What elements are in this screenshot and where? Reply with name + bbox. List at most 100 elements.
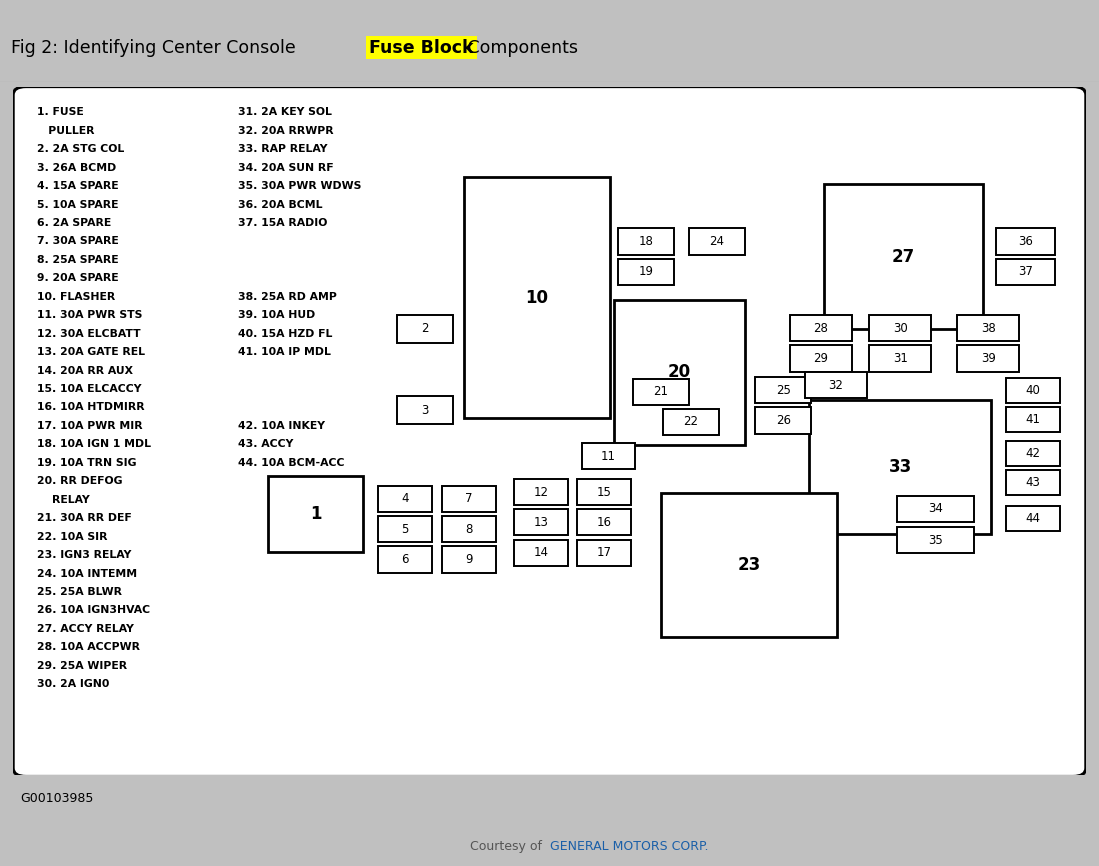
Text: 14. 20A RR AUX: 14. 20A RR AUX <box>36 365 133 376</box>
Text: 44: 44 <box>1025 512 1041 525</box>
Bar <box>514 540 568 565</box>
Text: 26. 10A IGN3HVAC: 26. 10A IGN3HVAC <box>36 605 149 616</box>
Text: 24. 10A INTEMM: 24. 10A INTEMM <box>36 569 137 578</box>
Text: 23: 23 <box>737 556 761 574</box>
Text: 27: 27 <box>892 248 915 266</box>
Bar <box>442 546 496 572</box>
Text: 3: 3 <box>421 404 429 417</box>
Text: 17. 10A PWR MIR: 17. 10A PWR MIR <box>36 421 143 431</box>
Text: 11: 11 <box>601 449 617 462</box>
Bar <box>378 546 432 572</box>
Bar <box>1007 378 1061 403</box>
Text: 10. FLASHER: 10. FLASHER <box>36 292 115 301</box>
Bar <box>957 346 1019 372</box>
Text: 16. 10A HTDMIRR: 16. 10A HTDMIRR <box>36 403 144 412</box>
Text: 1. FUSE: 1. FUSE <box>36 107 84 117</box>
Bar <box>869 315 931 341</box>
Bar <box>618 259 674 285</box>
Text: 6: 6 <box>401 553 409 566</box>
Text: 6. 2A SPARE: 6. 2A SPARE <box>36 218 111 228</box>
Text: RELAY: RELAY <box>36 494 89 505</box>
Text: 25. 25A BLWR: 25. 25A BLWR <box>36 587 122 597</box>
Text: 10: 10 <box>525 289 548 307</box>
Bar <box>464 178 610 418</box>
Text: 8: 8 <box>465 523 473 536</box>
Text: 12. 30A ELCBATT: 12. 30A ELCBATT <box>36 329 141 339</box>
Text: 2: 2 <box>421 322 429 335</box>
Bar <box>514 509 568 535</box>
Text: 5: 5 <box>401 523 409 536</box>
Text: 32: 32 <box>829 379 843 392</box>
Text: 43. ACCY: 43. ACCY <box>238 439 293 449</box>
Text: 31: 31 <box>892 352 908 365</box>
Text: 39. 10A HUD: 39. 10A HUD <box>238 310 315 320</box>
Text: 19: 19 <box>639 265 654 278</box>
Text: 15: 15 <box>597 486 612 499</box>
Bar <box>809 400 991 534</box>
Text: 7: 7 <box>465 493 473 506</box>
Text: 36: 36 <box>1018 235 1033 248</box>
Text: GENERAL MOTORS CORP.: GENERAL MOTORS CORP. <box>550 840 708 853</box>
Text: 40. 15A HZD FL: 40. 15A HZD FL <box>238 329 333 339</box>
Text: 9. 20A SPARE: 9. 20A SPARE <box>36 274 119 283</box>
Text: 24: 24 <box>709 235 724 248</box>
Bar <box>442 516 496 542</box>
Bar <box>996 229 1055 255</box>
Text: 23. IGN3 RELAY: 23. IGN3 RELAY <box>36 550 131 560</box>
Text: 20. RR DEFOG: 20. RR DEFOG <box>36 476 122 487</box>
Bar <box>618 229 674 255</box>
Text: 29. 25A WIPER: 29. 25A WIPER <box>36 661 126 671</box>
Text: 4. 15A SPARE: 4. 15A SPARE <box>36 181 119 191</box>
Bar <box>581 443 635 469</box>
Bar <box>442 486 496 512</box>
Bar <box>614 300 745 444</box>
Text: 11. 30A PWR STS: 11. 30A PWR STS <box>36 310 142 320</box>
Text: 35. 30A PWR WDWS: 35. 30A PWR WDWS <box>238 181 362 191</box>
Text: 1: 1 <box>310 505 321 523</box>
Text: 39: 39 <box>980 352 996 365</box>
Text: 44. 10A BCM-ACC: 44. 10A BCM-ACC <box>238 458 345 468</box>
Bar <box>577 509 631 535</box>
Text: PULLER: PULLER <box>36 126 95 136</box>
Bar <box>663 409 719 435</box>
Bar <box>577 479 631 505</box>
Text: 25: 25 <box>776 384 791 397</box>
Text: 30: 30 <box>892 322 908 335</box>
Text: 27. ACCY RELAY: 27. ACCY RELAY <box>36 624 134 634</box>
Text: 38: 38 <box>980 322 996 335</box>
Bar <box>869 346 931 372</box>
Text: 14: 14 <box>533 546 548 559</box>
Bar <box>755 377 811 404</box>
Text: 15. 10A ELCACCY: 15. 10A ELCACCY <box>36 384 142 394</box>
Bar <box>633 378 689 404</box>
Text: 5. 10A SPARE: 5. 10A SPARE <box>36 199 119 210</box>
Text: 34: 34 <box>929 502 943 515</box>
Bar <box>790 346 852 372</box>
Text: 7. 30A SPARE: 7. 30A SPARE <box>36 236 119 247</box>
Text: 34. 20A SUN RF: 34. 20A SUN RF <box>238 163 334 172</box>
Text: 4: 4 <box>401 493 409 506</box>
Text: 35: 35 <box>929 533 943 546</box>
Bar <box>897 495 974 521</box>
Text: 42: 42 <box>1025 447 1041 460</box>
Bar <box>897 527 974 553</box>
Text: Courtesy of: Courtesy of <box>470 840 546 853</box>
Bar <box>378 516 432 542</box>
Text: 41. 10A IP MDL: 41. 10A IP MDL <box>238 347 331 357</box>
Text: 42. 10A INKEY: 42. 10A INKEY <box>238 421 325 431</box>
Text: 36. 20A BCML: 36. 20A BCML <box>238 199 323 210</box>
Text: 41: 41 <box>1025 412 1041 425</box>
Text: Fig 2: Identifying Center Console: Fig 2: Identifying Center Console <box>11 39 301 56</box>
Text: Fuse Block: Fuse Block <box>369 39 474 56</box>
Bar <box>1007 506 1061 531</box>
Text: 21: 21 <box>654 385 668 398</box>
Text: 22: 22 <box>684 416 699 429</box>
Bar <box>996 259 1055 285</box>
Bar <box>804 372 867 398</box>
Text: 33: 33 <box>889 458 912 476</box>
Text: 20: 20 <box>668 364 691 381</box>
Bar <box>514 479 568 505</box>
Text: 18. 10A IGN 1 MDL: 18. 10A IGN 1 MDL <box>36 439 151 449</box>
Text: 9: 9 <box>465 553 473 566</box>
Text: 3. 26A BCMD: 3. 26A BCMD <box>36 163 116 172</box>
